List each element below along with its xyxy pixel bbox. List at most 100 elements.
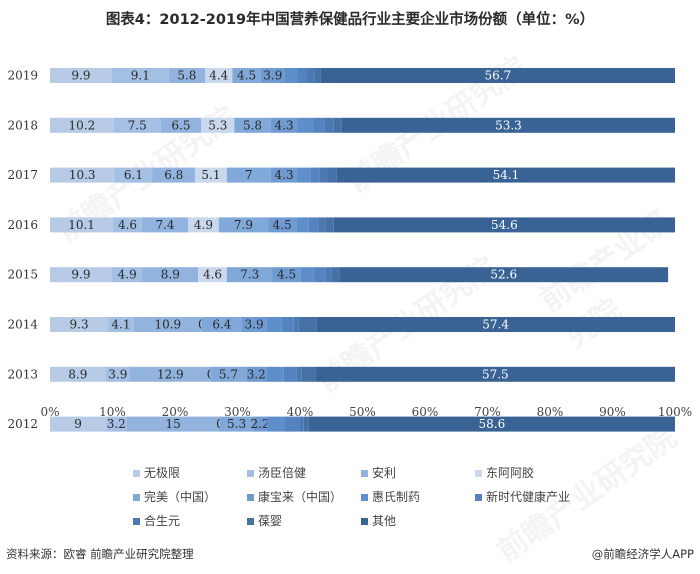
bar-segment bbox=[188, 217, 219, 233]
legend-label: 无极限 bbox=[144, 466, 180, 480]
data-label: 2.2 bbox=[250, 417, 269, 431]
category-label: 2016 bbox=[7, 218, 38, 232]
source-note: 资料来源：欧睿 前瞻产业研究院整理 bbox=[6, 547, 194, 561]
data-label: 7.4 bbox=[155, 218, 174, 232]
bar-segment bbox=[293, 317, 299, 332]
data-label: 9 bbox=[74, 417, 82, 431]
data-label: 7.5 bbox=[128, 118, 147, 132]
data-label: 6.5 bbox=[171, 118, 190, 132]
bar-segment bbox=[232, 68, 261, 83]
bar-segment bbox=[218, 217, 269, 233]
data-label: 9.9 bbox=[71, 268, 90, 282]
bar-segment bbox=[50, 366, 106, 382]
bar-segment bbox=[341, 117, 675, 133]
bar-segment bbox=[314, 68, 321, 83]
data-label: 8.9 bbox=[68, 367, 87, 381]
bar-segment bbox=[260, 68, 285, 83]
legend-label: 合生元 bbox=[144, 513, 180, 528]
data-label: 5.7 bbox=[219, 367, 238, 381]
bar-segment bbox=[324, 117, 334, 133]
legend-label: 葆婴 bbox=[258, 514, 282, 528]
data-label: 7.9 bbox=[234, 218, 253, 232]
bar-segment bbox=[50, 68, 112, 83]
data-label: 4.3 bbox=[275, 168, 294, 182]
bar-segment bbox=[142, 267, 199, 283]
data-label: 3.9 bbox=[108, 367, 127, 381]
bar-segment bbox=[205, 68, 233, 83]
bar-segment bbox=[268, 217, 297, 233]
x-tick-label: 0% bbox=[40, 405, 59, 419]
bar-segment bbox=[315, 366, 675, 382]
data-label: 4.3 bbox=[275, 118, 294, 132]
legend-label: 康宝来（中国） bbox=[258, 489, 342, 504]
bar-segment bbox=[141, 217, 189, 233]
category-label: 2019 bbox=[7, 69, 38, 83]
bar-segment bbox=[319, 167, 328, 183]
legend-label: 新时代健康产业 bbox=[486, 489, 570, 504]
bar-segment bbox=[318, 217, 326, 233]
bar-segment bbox=[285, 416, 300, 432]
data-label: 54.1 bbox=[493, 168, 520, 182]
bar-segment bbox=[168, 68, 205, 83]
legend-swatch bbox=[133, 494, 140, 501]
bar-segment bbox=[126, 416, 220, 432]
data-label: 7 bbox=[245, 168, 253, 182]
bar-segment bbox=[113, 117, 161, 133]
bar-segment bbox=[296, 217, 309, 233]
data-label: 4.5 bbox=[273, 218, 292, 232]
bar-segment bbox=[307, 68, 315, 83]
bar-segment bbox=[333, 117, 342, 133]
x-tick-label: 60% bbox=[412, 405, 439, 419]
data-label: 4.1 bbox=[111, 318, 130, 332]
data-label: 9.3 bbox=[70, 318, 89, 332]
data-label: 53.3 bbox=[495, 118, 522, 132]
data-label: 12.9 bbox=[157, 367, 184, 381]
brand-note: @前瞻经济学人APP bbox=[591, 547, 694, 561]
data-label: 4.9 bbox=[194, 218, 213, 232]
bar-segment bbox=[297, 68, 308, 83]
legend-swatch bbox=[475, 470, 482, 477]
data-label: 5.8 bbox=[243, 118, 262, 132]
bar-segment bbox=[336, 167, 675, 183]
bar-segment bbox=[152, 167, 195, 183]
bar-segment bbox=[316, 317, 675, 332]
bar-segment bbox=[220, 416, 254, 432]
x-tick-label: 20% bbox=[162, 405, 189, 419]
bar-segment bbox=[114, 167, 153, 183]
x-tick-label: 30% bbox=[224, 405, 251, 419]
data-label: 3.9 bbox=[263, 69, 282, 83]
data-label: 4.5 bbox=[277, 268, 296, 282]
data-label: 10.9 bbox=[154, 318, 181, 332]
data-label: 9.1 bbox=[131, 69, 150, 83]
bar-segment bbox=[50, 217, 114, 233]
bar-segment bbox=[113, 217, 142, 233]
bar-segment bbox=[246, 366, 267, 382]
category-label: 2013 bbox=[7, 367, 38, 381]
data-label: 5.3 bbox=[227, 417, 246, 431]
bar-segment bbox=[111, 267, 143, 283]
legend-swatch bbox=[247, 494, 254, 501]
data-label: 3.2 bbox=[247, 367, 266, 381]
bar-segment bbox=[301, 366, 316, 382]
data-label: 4.6 bbox=[118, 218, 137, 232]
bar-segment bbox=[313, 117, 325, 133]
category-label: 2015 bbox=[7, 268, 38, 282]
bar-segment bbox=[253, 416, 267, 432]
bar-segment bbox=[198, 267, 227, 283]
bar-segment bbox=[50, 416, 107, 432]
category-label: 2012 bbox=[7, 417, 38, 431]
bar-segment bbox=[320, 68, 675, 83]
data-label: 4.4 bbox=[209, 69, 228, 83]
data-label: 57.5 bbox=[482, 367, 509, 381]
bar-segment bbox=[160, 117, 202, 133]
legend-swatch bbox=[361, 470, 368, 477]
bar-segment bbox=[50, 317, 109, 332]
legend-label: 惠氏制药 bbox=[372, 490, 420, 504]
category-label: 2017 bbox=[7, 168, 38, 182]
data-label: 5.3 bbox=[208, 118, 227, 132]
bar-segment bbox=[339, 267, 669, 283]
bar-segment bbox=[325, 217, 334, 233]
legend-swatch bbox=[475, 494, 482, 501]
bar-segment bbox=[105, 366, 130, 382]
